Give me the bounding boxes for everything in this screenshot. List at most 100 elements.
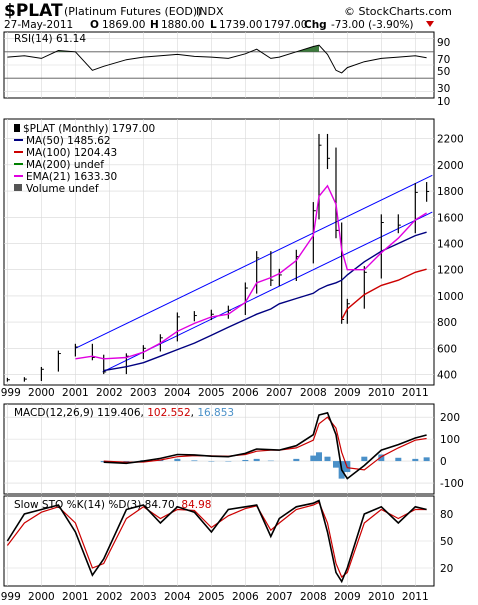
price-panel-frame — [3, 118, 435, 386]
macd-tick: 200 — [440, 412, 460, 424]
year-label-top: 2006 — [232, 387, 259, 399]
legend-ma100: MA(100) 1204.43 — [26, 147, 117, 159]
down-arrow-icon — [426, 21, 434, 27]
price-tick: 1000 — [437, 291, 464, 303]
d-value: 84.98 — [181, 499, 211, 511]
year-label-bottom: 2008 — [300, 591, 327, 603]
change-label: Chg — [304, 19, 327, 31]
price-tick: 1200 — [437, 265, 464, 277]
k-value: 84.70 — [145, 499, 175, 511]
macd-histogram-bar — [378, 454, 385, 462]
macd-histogram-bar — [332, 461, 339, 468]
legend-ma200: MA(200) undef — [26, 159, 104, 171]
year-label-top: 2002 — [96, 387, 123, 399]
year-label-bottom: 2007 — [266, 591, 293, 603]
price-tick: 1400 — [437, 238, 464, 250]
year-label-bottom: 2003 — [130, 591, 157, 603]
macd-histogram-bar — [253, 458, 260, 462]
sto-label-text: Slow STO %K(14) %D(3) — [14, 499, 141, 511]
year-label-bottom: 2004 — [164, 591, 191, 603]
series-line-ma100 — [341, 268, 427, 320]
macd-tick: 0 — [440, 456, 447, 468]
macd-histogram-bar — [310, 455, 317, 462]
year-label-bottom: 2010 — [368, 591, 395, 603]
sto-label: Slow STO %K(14) %D(3) 84.70, 84.98 — [14, 499, 211, 511]
low-value: 1739.00 — [219, 19, 262, 31]
series-line-ma50 — [103, 231, 427, 372]
price-tick: 800 — [437, 317, 457, 329]
high-label: H — [150, 19, 159, 31]
low-label: L — [210, 19, 217, 31]
macd-label: MACD(12,26,9) 119.406, 102.552, 16.853 — [14, 407, 234, 419]
rsi-line — [7, 44, 427, 74]
macd-histogram-bar — [242, 459, 249, 462]
year-label-top: 2008 — [300, 387, 327, 399]
watermark: © StockCharts.com — [344, 5, 452, 18]
macd-histogram-bar — [395, 457, 402, 462]
series-line-ema21 — [75, 184, 427, 360]
rsi-tick: 30 — [437, 83, 450, 95]
year-label-top: 2007 — [266, 387, 293, 399]
year-label-top: 2005 — [198, 387, 225, 399]
sto-tick: 80 — [440, 509, 453, 521]
macd-tick: 100 — [440, 434, 460, 446]
macd-histogram-bar — [293, 458, 300, 462]
macd-label-text: MACD(12,26,9) — [14, 407, 94, 419]
year-label-top: 2004 — [164, 387, 191, 399]
change-value: -73.00 (-3.90%) — [331, 19, 414, 31]
rsi-tick: 50 — [437, 66, 450, 78]
open-label: O — [90, 19, 99, 31]
channel-upper-line — [75, 174, 433, 349]
hist-value: 16.853 — [197, 407, 234, 419]
macd-value: 119.406 — [97, 407, 141, 419]
sto-d-line — [6, 501, 427, 578]
high-value: 1880.00 — [161, 19, 204, 31]
macd-histogram-bar — [174, 458, 181, 462]
instrument-name: (Platinum Futures (EOD)) — [64, 5, 201, 18]
year-label-top: 2000 — [28, 387, 55, 399]
year-label-bottom: 2005 — [198, 591, 225, 603]
sto-k-line — [6, 499, 427, 584]
legend-swatch-price — [14, 124, 20, 132]
year-label-top: 2003 — [130, 387, 157, 399]
legend-volume: Volume undef — [26, 183, 99, 195]
ticker-symbol: $PLAT — [4, 1, 63, 21]
open-value: 1869.00 — [102, 19, 145, 31]
price-legend: $PLAT (Monthly) 1797.00 MA(50) 1485.62 M… — [14, 123, 155, 195]
year-label-top: 2010 — [368, 387, 395, 399]
price-tick: 2200 — [437, 134, 464, 146]
price-tick: 1600 — [437, 212, 464, 224]
legend-swatch-volume — [14, 184, 22, 191]
year-label-top: 2011 — [402, 387, 429, 399]
macd-histogram-bar — [361, 456, 368, 462]
year-label-bottom: 2006 — [232, 591, 259, 603]
macd-signal-line — [103, 416, 427, 471]
year-label-top: 2009 — [334, 387, 361, 399]
rsi-tick: 10 — [437, 96, 450, 108]
macd-line — [103, 411, 427, 480]
price-tick: 2000 — [437, 160, 464, 172]
quote-date: 27-May-2011 — [4, 19, 73, 31]
price-tick: 600 — [437, 343, 457, 355]
legend-ma50: MA(50) 1485.62 — [26, 135, 111, 147]
year-label-bottom: 2001 — [62, 591, 89, 603]
macd-histogram-bar — [315, 452, 322, 462]
price-title: $PLAT (Monthly) 1797.00 — [23, 123, 155, 135]
macd-histogram-bar — [423, 457, 430, 462]
year-label-bottom: 2000 — [28, 591, 55, 603]
close-value: 1797.00 — [264, 19, 307, 31]
sto-tick: 50 — [440, 536, 453, 548]
signal-value: 102.552 — [147, 407, 190, 419]
legend-ema21: EMA(21) 1633.30 — [26, 171, 117, 183]
rsi-tick: 70 — [437, 54, 450, 66]
year-label-top: 2001 — [62, 387, 89, 399]
macd-histogram-bar — [412, 458, 419, 462]
year-label-bottom: 2002 — [96, 591, 123, 603]
macd-tick: -100 — [440, 478, 464, 490]
exchange-label: INDX — [196, 5, 224, 18]
year-label-bottom: 2011 — [402, 591, 429, 603]
sto-tick: 20 — [440, 563, 453, 575]
